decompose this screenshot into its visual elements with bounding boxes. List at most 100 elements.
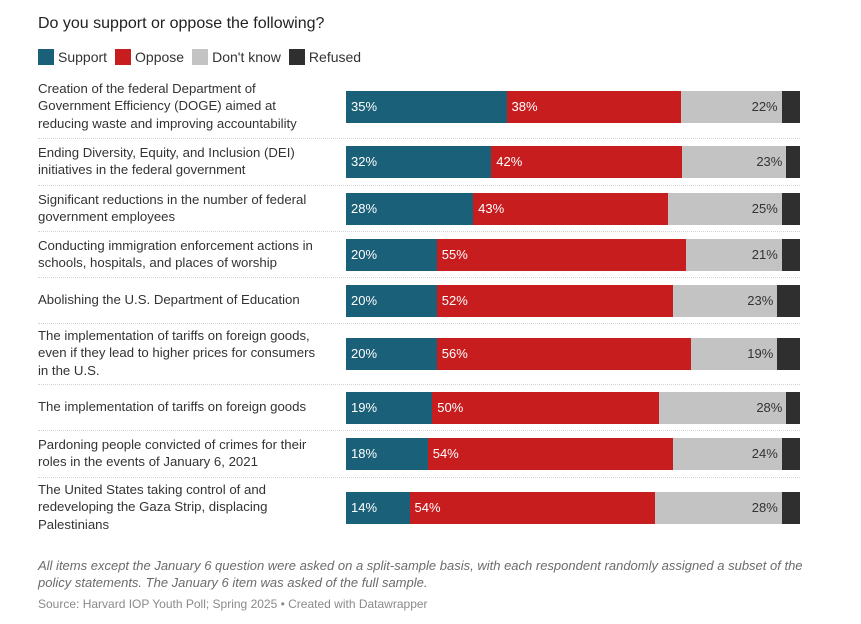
row-label: The United States taking control of and r…	[38, 481, 338, 533]
data-label: 32%	[351, 154, 378, 169]
bar-segment-dontknow: 19%	[691, 338, 778, 370]
bar-segment-oppose: 43%	[473, 193, 669, 225]
chart-title: Do you support or oppose the following?	[38, 15, 325, 32]
data-label: 23%	[756, 154, 783, 169]
data-label: 20%	[351, 247, 378, 262]
chart-note: All items except the January 6 question …	[38, 558, 803, 590]
stacked-bar-chart: Creation of the federal Department of Gov…	[38, 80, 800, 533]
legend-label: Oppose	[135, 49, 185, 65]
data-label: 18%	[351, 446, 378, 461]
bar-segment-refused	[781, 438, 800, 470]
bar-segment-refused	[781, 193, 800, 225]
data-label: 52%	[441, 293, 468, 308]
data-label: 25%	[751, 201, 778, 216]
row-separator	[38, 138, 800, 139]
legend-item-oppose: Oppose	[115, 49, 184, 65]
bar-segment-dontknow: 25%	[668, 193, 782, 225]
row-label-line: Conducting immigration enforcement actio…	[38, 237, 313, 253]
stacked-bar: 32% 42% 23%	[346, 146, 800, 178]
row-label-line: redeveloping the Gaza Strip, displacing	[38, 499, 268, 515]
data-label: 28%	[351, 201, 378, 216]
bar-segment-dontknow: 23%	[672, 285, 778, 317]
legend-swatch-refused	[288, 49, 305, 65]
bar-segment-oppose: 52%	[436, 285, 673, 317]
row-separator	[38, 384, 800, 385]
bar-segment-oppose: 38%	[506, 91, 681, 123]
bar-segment-refused	[781, 91, 800, 123]
legend-swatch-support	[38, 49, 54, 65]
data-label: 20%	[351, 346, 378, 361]
bar-segment-support: 20%	[346, 338, 437, 370]
legend-swatch-dont-know	[192, 49, 209, 65]
bar-segment-oppose: 55%	[436, 239, 687, 271]
data-label: 54%	[432, 446, 459, 461]
data-label: 24%	[751, 446, 778, 461]
data-label: 19%	[351, 400, 378, 415]
legend-item-support: Support	[38, 49, 107, 65]
chart-source: Source: Harvard IOP Youth Poll; Spring 2…	[38, 597, 428, 611]
row-separator	[38, 277, 800, 278]
legend-item-refused: Refused	[288, 49, 361, 65]
row-label: Pardoning people convicted of crimes for…	[38, 436, 338, 471]
row-label: Abolishing the U.S. Department of Educat…	[38, 291, 338, 308]
data-label: 28%	[751, 500, 778, 515]
data-label: 55%	[441, 247, 468, 262]
row-label: Significant reductions in the number of …	[38, 191, 338, 226]
stacked-bar: 19% 50% 28%	[346, 392, 800, 424]
bar-segment-oppose: 42%	[491, 146, 682, 178]
row-label-line: even if they lead to higher prices for c…	[38, 345, 316, 361]
data-label: 20%	[351, 293, 378, 308]
row-label-line: The implementation of tariffs on foreign…	[38, 399, 307, 415]
row-label-line: roles in the events of January 6, 2021	[38, 453, 258, 469]
data-label: 54%	[414, 500, 441, 515]
row-separator	[38, 430, 800, 431]
bar-segment-refused	[786, 146, 800, 178]
bar-segment-support: 35%	[346, 91, 507, 123]
row-label-line: Government Efficiency (DOGE) aimed at	[38, 98, 276, 114]
row-label-line: Pardoning people convicted of crimes for…	[38, 436, 307, 452]
bar-segment-support: 20%	[346, 239, 437, 271]
bar-segment-oppose: 56%	[436, 338, 692, 370]
stacked-bar: 20% 55% 21%	[346, 239, 800, 271]
row-label-line: Abolishing the U.S. Department of Educat…	[38, 292, 300, 308]
row-label-line: schools, hospitals, and places of worshi…	[38, 254, 277, 270]
row-label: Creation of the federal Department of Gov…	[38, 80, 338, 132]
bar-segment-refused	[777, 285, 800, 317]
row-label: The implementation of tariffs on foreign…	[38, 327, 338, 379]
bar-segment-oppose: 50%	[432, 392, 660, 424]
data-label: 50%	[437, 400, 464, 415]
row-label-line: The implementation of tariffs on foreign…	[38, 328, 310, 344]
bar-segment-dontknow: 22%	[680, 91, 782, 123]
bar-segment-dontknow: 28%	[659, 392, 787, 424]
row-label-line: initiatives in the federal government	[38, 161, 246, 177]
legend-swatch-oppose	[115, 49, 132, 65]
row-label-line: The United States taking control of and	[38, 482, 266, 498]
data-label: 35%	[351, 99, 378, 114]
legend-label: Support	[58, 49, 108, 65]
legend-item-dont-know: Don't know	[192, 49, 281, 65]
bar-segment-refused	[777, 338, 800, 370]
row-label-line: in the U.S.	[38, 362, 100, 378]
row-label-line: Significant reductions in the number of …	[38, 191, 307, 207]
data-label: 28%	[756, 400, 783, 415]
stacked-bar: 18% 54% 24%	[346, 438, 800, 470]
row-label: Conducting immigration enforcement actio…	[38, 237, 338, 272]
data-label: 21%	[751, 247, 778, 262]
legend: Support Oppose Don't know Refused	[38, 49, 369, 65]
data-label: 23%	[747, 293, 774, 308]
row-label-line: Ending Diversity, Equity, and Inclusion …	[38, 144, 295, 160]
stacked-bar: 14% 54% 28%	[346, 492, 800, 524]
bar-segment-support: 20%	[346, 285, 437, 317]
row-separator	[38, 477, 800, 478]
bar-segment-refused	[781, 239, 800, 271]
data-label: 56%	[441, 346, 468, 361]
bar-segment-dontknow: 28%	[654, 492, 782, 524]
row-label-line: reducing waste and improving accountabil…	[38, 115, 297, 131]
stacked-bar: 35% 38% 22%	[346, 91, 800, 123]
bar-segment-oppose: 54%	[427, 438, 673, 470]
bar-segment-support: 14%	[346, 492, 410, 524]
data-label: 38%	[511, 99, 538, 114]
bar-segment-support: 18%	[346, 438, 428, 470]
data-label: 42%	[496, 154, 523, 169]
bar-segment-support: 28%	[346, 193, 474, 225]
